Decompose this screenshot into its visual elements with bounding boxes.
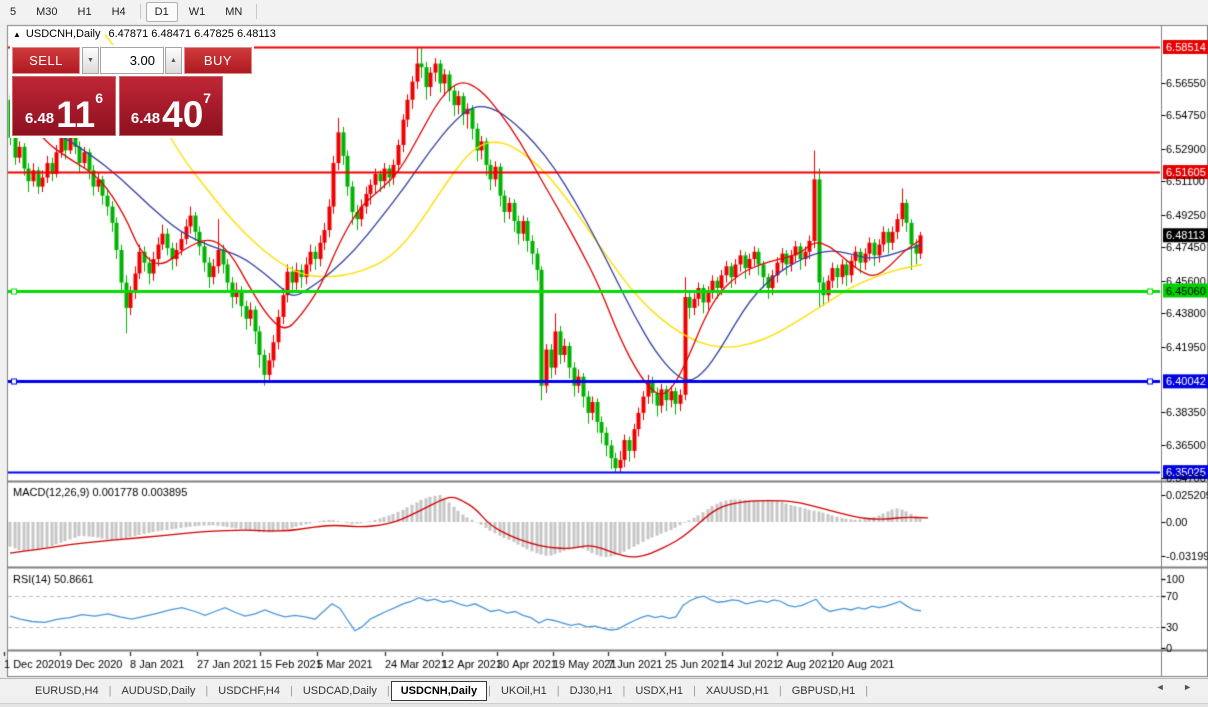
- tab-separator: |: [205, 685, 209, 697]
- timeframe-button-h4[interactable]: H4: [111, 5, 126, 18]
- bottom-strip: [0, 703, 1208, 707]
- toolbar-separator: [139, 4, 141, 19]
- buy-button[interactable]: BUY: [184, 47, 252, 74]
- chart-title: ▲ USDCNH,Daily 6.47871 6.48471 6.47825 6.4…: [13, 28, 276, 40]
- chart-tab-bar: EURUSD,H4 | AUDUSD,Daily | USDCHF,H4 | USDCAD,…: [0, 678, 1208, 703]
- tab-separator: |: [622, 685, 626, 697]
- tab-separator: |: [556, 685, 560, 697]
- chart-ohlc-values: 6.47871 6.48471 6.47825 6.48113: [108, 28, 276, 40]
- buy-price-display[interactable]: 6.48 40 7: [119, 76, 223, 136]
- volume-stepper: ▼ ▲: [82, 47, 182, 74]
- tab-separator: |: [108, 685, 112, 697]
- buy-price-big: 40: [162, 93, 204, 135]
- sell-button[interactable]: SELL: [12, 47, 80, 74]
- tab-nav-arrows[interactable]: ◄ ►: [1155, 682, 1200, 692]
- timeframe-toolbar: 5 M30 H1 H4 D1 W1 MN: [0, 0, 1208, 24]
- trade-panel: SELL ▼ ▲ BUY 6.48 11 6 6.48 40 7: [10, 45, 254, 138]
- tab-separator: |: [778, 685, 782, 697]
- sell-price-big: 11: [56, 93, 96, 135]
- volume-input[interactable]: [100, 47, 164, 74]
- tab-eurusd-h4[interactable]: EURUSD,H4: [35, 685, 99, 697]
- chart-symbol-label: USDCNH,Daily: [25, 28, 101, 40]
- tab-usdcnh-daily[interactable]: USDCNH,Daily: [390, 681, 488, 701]
- buy-price-sup: 7: [203, 90, 212, 106]
- volume-decrease-button[interactable]: ▼: [82, 47, 99, 74]
- tab-gbpusd-h1[interactable]: GBPUSD,H1: [791, 685, 856, 697]
- timeframe-button-d1[interactable]: D1: [145, 1, 178, 22]
- timeframe-button-5[interactable]: 5: [10, 5, 17, 18]
- tab-ukoil-h1[interactable]: UKOil,H1: [500, 685, 547, 697]
- tab-dj30-h1[interactable]: DJ30,H1: [569, 685, 613, 697]
- collapse-icon[interactable]: ▲: [13, 30, 21, 39]
- sell-price-display[interactable]: 6.48 11 6: [12, 76, 116, 136]
- buy-price-base: 6.48: [130, 110, 161, 127]
- tab-audusd-daily[interactable]: AUDUSD,Daily: [121, 685, 196, 697]
- timeframe-button-h1[interactable]: H1: [77, 5, 92, 18]
- sell-price-sup: 6: [95, 90, 104, 106]
- tab-separator: |: [865, 685, 869, 697]
- tab-separator: |: [290, 685, 293, 697]
- volume-increase-button[interactable]: ▲: [165, 47, 182, 74]
- toolbar-separator: [256, 4, 258, 19]
- tab-usdcad-daily[interactable]: USDCAD,Daily: [302, 685, 377, 697]
- timeframe-button-m30[interactable]: M30: [36, 5, 58, 18]
- tab-xauusd-h1[interactable]: XAUUSD,H1: [705, 685, 769, 697]
- sell-price-base: 6.48: [24, 110, 55, 127]
- timeframe-button-w1[interactable]: W1: [188, 5, 206, 18]
- tab-separator: |: [386, 685, 390, 697]
- tab-separator: |: [693, 685, 696, 697]
- timeframe-button-mn[interactable]: MN: [225, 5, 243, 18]
- tab-usdx-h1[interactable]: USDX,H1: [635, 685, 683, 697]
- tab-usdchf-h4[interactable]: USDCHF,H4: [218, 685, 280, 697]
- tab-separator: |: [488, 685, 491, 697]
